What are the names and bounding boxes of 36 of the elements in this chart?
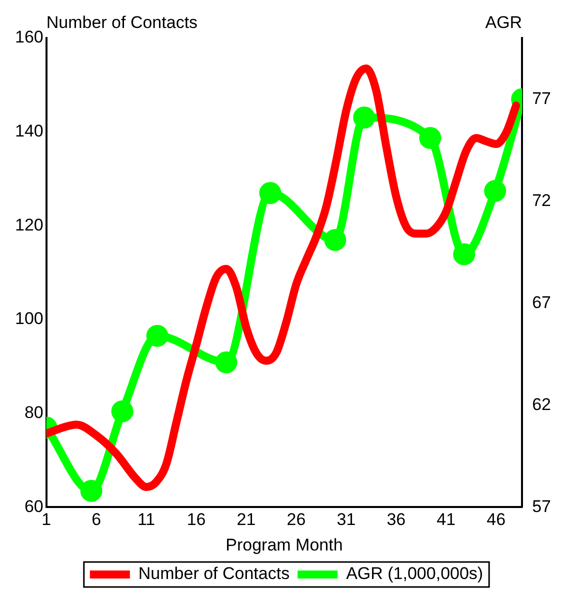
y-tick-label: 80 xyxy=(24,403,44,422)
point xyxy=(419,126,442,149)
x-tick-label: 6 xyxy=(92,510,102,530)
y-tick-label: 100 xyxy=(14,309,44,328)
x-tick-label: 41 xyxy=(436,510,456,530)
legend-label: AGR (1,000,000s) xyxy=(346,564,484,584)
x-tick-label: 16 xyxy=(186,510,206,530)
legend-label: Number of Contacts xyxy=(138,564,290,584)
y2-tick-label: 57 xyxy=(532,496,552,516)
x-tick-label: 36 xyxy=(386,510,406,530)
y2-axis-title: AGR xyxy=(485,13,522,32)
y2-tick-label: 77 xyxy=(532,88,552,108)
x-tick-label: 1 xyxy=(42,510,52,530)
y2-tick-label: 72 xyxy=(532,190,552,210)
point xyxy=(259,182,282,204)
y2-tick-label: 67 xyxy=(532,292,552,312)
point xyxy=(111,400,134,422)
point xyxy=(353,106,376,129)
y-tick-label: 60 xyxy=(24,496,44,516)
x-tick-label: 46 xyxy=(486,510,506,530)
point xyxy=(453,243,476,266)
point xyxy=(80,480,102,502)
y-tick-label: 120 xyxy=(14,215,44,234)
point xyxy=(324,228,346,251)
x-tick-label: 26 xyxy=(286,510,306,530)
y-axis-title: Number of Contacts xyxy=(46,13,198,32)
y-tick-label: 140 xyxy=(14,122,44,141)
x-tick-label: 31 xyxy=(336,510,356,530)
x-tick-label: 11 xyxy=(137,510,156,530)
point xyxy=(484,180,506,202)
point xyxy=(215,351,238,374)
x-tick-label: 21 xyxy=(236,510,256,530)
x-axis-title: Program Month xyxy=(226,535,343,554)
y-tick-label: 160 xyxy=(14,28,44,47)
point xyxy=(146,324,168,347)
y2-tick-label: 62 xyxy=(532,394,552,414)
